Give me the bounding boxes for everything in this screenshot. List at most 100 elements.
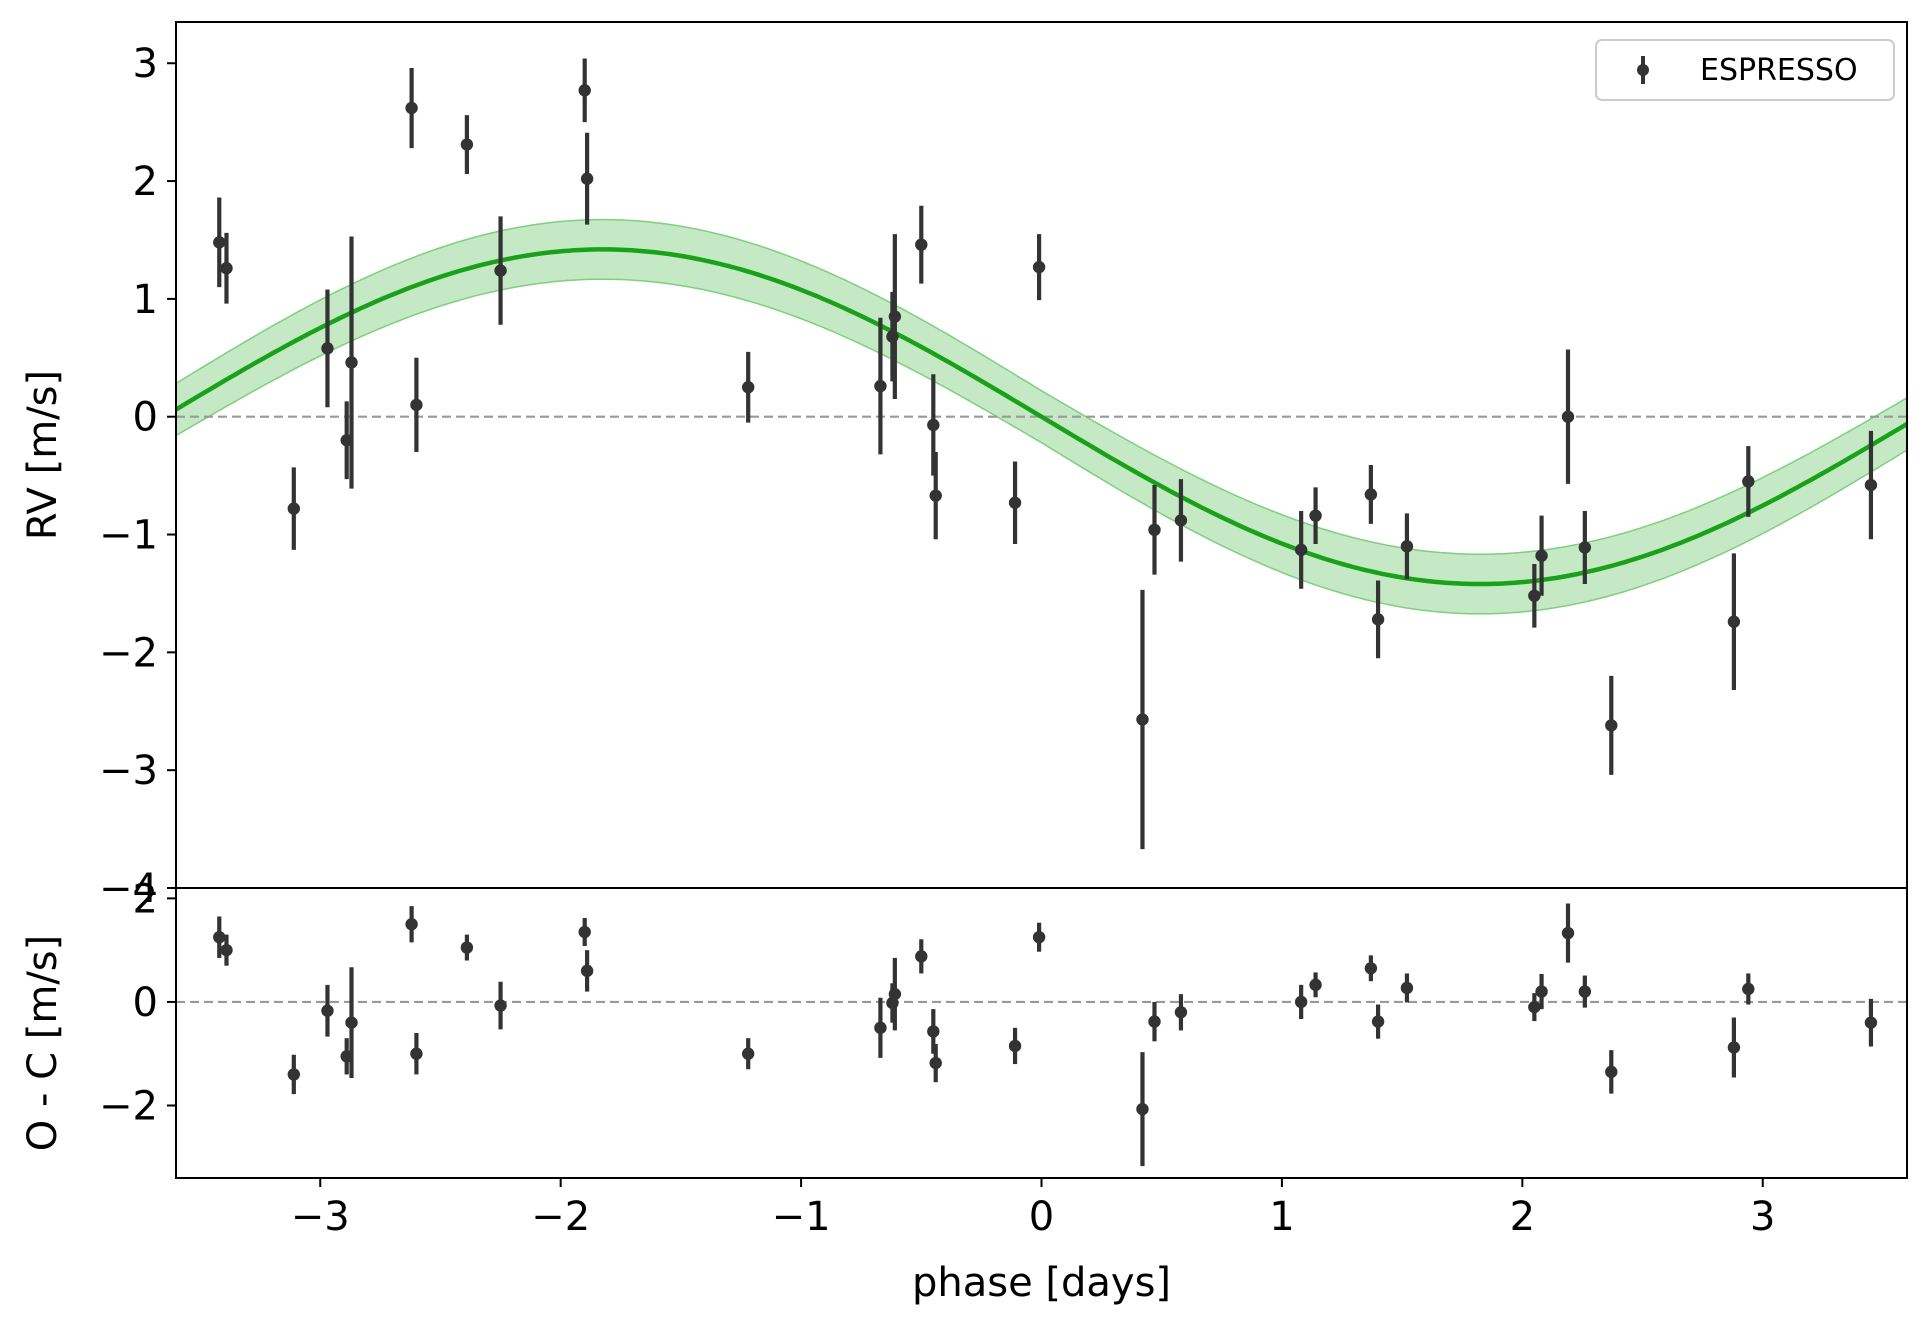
rv-marker	[1528, 589, 1541, 602]
rv-point	[345, 236, 358, 489]
rv-marker	[460, 138, 474, 151]
residual-point	[741, 1038, 755, 1070]
rv-point	[460, 115, 474, 174]
rv-point	[1309, 487, 1322, 544]
residual-marker	[321, 1004, 334, 1017]
residual-marker	[1864, 1016, 1878, 1029]
rv-marker	[494, 264, 507, 277]
top-y-tick-label: −4	[99, 866, 158, 912]
residual-marker	[741, 1047, 755, 1060]
rv-marker	[410, 398, 423, 412]
bottom-y-tick-label: 0	[133, 980, 158, 1026]
residual-point	[1032, 922, 1046, 952]
model-line	[174, 247, 1909, 587]
legend-box	[1595, 39, 1895, 101]
rv-point	[741, 351, 755, 423]
residual-marker	[494, 999, 507, 1012]
residual-marker	[1561, 926, 1575, 940]
bottom-y-tick-label: −2	[99, 1084, 158, 1130]
residual-point	[1605, 1050, 1618, 1094]
residual-marker	[888, 987, 902, 1001]
x-tick-label: 2	[1510, 1194, 1535, 1240]
legend: ESPRESSO	[1595, 39, 1895, 101]
rv-marker	[1742, 475, 1755, 488]
rv-point	[1400, 513, 1414, 580]
rv-marker	[915, 238, 928, 251]
residual-marker	[410, 1047, 423, 1060]
residual-point	[1578, 975, 1592, 1008]
rv-marker	[1727, 615, 1741, 628]
rv-marker	[1535, 549, 1548, 562]
residual-point	[927, 1009, 940, 1054]
residual-point	[1864, 998, 1878, 1047]
residual-point	[494, 981, 507, 1030]
rv-marker	[321, 342, 334, 355]
residual-point	[1136, 1052, 1149, 1167]
residual-marker	[1174, 1006, 1188, 1019]
residual-marker	[345, 1016, 358, 1029]
rv-marker	[578, 84, 591, 97]
residual-marker	[1528, 1000, 1541, 1014]
residual-marker	[580, 964, 594, 978]
residual-point	[1561, 903, 1575, 963]
top-data-points	[213, 58, 1878, 850]
residual-marker	[929, 1056, 942, 1070]
residual-point	[1174, 994, 1188, 1031]
residual-point	[460, 934, 474, 961]
residual-marker	[1364, 962, 1378, 975]
residual-point	[929, 1043, 942, 1083]
residual-point	[213, 916, 226, 958]
x-tick-label: 3	[1750, 1194, 1775, 1240]
residual-point	[1371, 1004, 1385, 1039]
rv-marker	[1364, 488, 1378, 501]
bottom-axes-frame	[175, 887, 1908, 1179]
rv-marker	[580, 172, 594, 185]
rv-point	[578, 58, 591, 123]
rv-point	[1294, 510, 1308, 589]
rv-point	[888, 234, 902, 400]
residual-point	[1535, 973, 1548, 1010]
top-y-tick-label: 0	[133, 395, 158, 441]
residual-point	[1309, 972, 1322, 998]
x-tick-label: −3	[291, 1194, 350, 1240]
bottom-y-tick-label: 2	[133, 876, 158, 922]
residual-point	[1727, 1017, 1741, 1078]
rv-marker	[213, 236, 226, 249]
residual-point	[1742, 973, 1755, 1005]
rv-marker	[1174, 514, 1188, 527]
rv-marker	[741, 381, 755, 394]
top-y-tick-label: −1	[99, 513, 158, 559]
rv-point	[1032, 234, 1046, 301]
rv-marker	[1136, 713, 1149, 726]
residual-marker	[1605, 1065, 1618, 1079]
residual-point	[874, 997, 887, 1058]
rv-marker	[874, 379, 887, 393]
rv-marker	[1371, 613, 1385, 626]
residual-marker	[1148, 1015, 1161, 1028]
rv-point	[410, 357, 423, 453]
rv-marker	[1148, 523, 1161, 537]
residual-marker	[1400, 981, 1414, 995]
residual-marker	[1727, 1041, 1741, 1054]
rv-marker	[1605, 719, 1618, 732]
residual-marker	[927, 1025, 940, 1038]
top-y-tick-label: 2	[133, 159, 158, 205]
rv-point	[1371, 580, 1385, 659]
rv-marker	[1008, 496, 1022, 509]
residual-data-points	[213, 903, 1878, 1167]
rv-point	[1535, 515, 1548, 596]
rv-point	[287, 467, 301, 550]
rv-point	[927, 374, 940, 476]
rv-point	[220, 232, 233, 304]
bottom-y-ticks: 2 0 −2	[99, 876, 176, 1130]
rv-marker	[220, 262, 233, 275]
residual-point	[1364, 955, 1378, 982]
rv-point	[1561, 349, 1575, 484]
residual-marker	[1294, 995, 1308, 1009]
rv-point	[1578, 510, 1592, 585]
x-tick-label: −1	[772, 1194, 831, 1240]
residual-marker	[1032, 930, 1046, 944]
x-tick-label: −2	[531, 1194, 590, 1240]
rv-point	[405, 67, 418, 149]
residual-marker	[1309, 978, 1322, 992]
